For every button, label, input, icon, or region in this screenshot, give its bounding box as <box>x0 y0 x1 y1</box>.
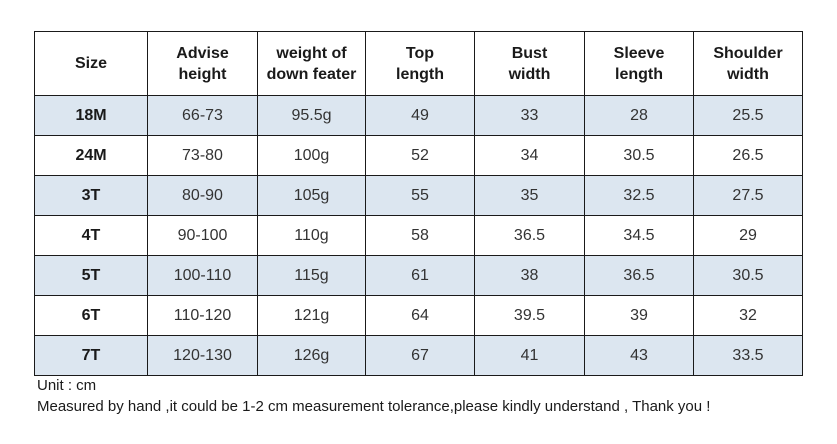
tolerance-note: Measured by hand ,it could be 1-2 cm mea… <box>37 398 711 415</box>
height-cell: 90-100 <box>147 215 258 256</box>
shoulder-width-cell: 25.5 <box>693 95 803 136</box>
header-size: Size <box>34 31 148 96</box>
header-advise-height: Advise height <box>147 31 258 96</box>
sleeve-length-cell: 30.5 <box>584 135 694 176</box>
table-row: 24M 73-80 100g 52 34 30.5 26.5 <box>34 135 803 176</box>
bust-width-cell: 41 <box>474 335 585 376</box>
header-down-weight: weight of down feater <box>257 31 366 96</box>
weight-cell: 110g <box>257 215 366 256</box>
shoulder-width-cell: 29 <box>693 215 803 256</box>
size-cell: 5T <box>34 255 148 296</box>
bust-width-cell: 38 <box>474 255 585 296</box>
table-body: 18M 66-73 95.5g 49 33 28 25.5 24M 73-80 100g 52 34 3… <box>34 95 803 376</box>
bust-width-cell: 33 <box>474 95 585 136</box>
height-cell: 110-120 <box>147 295 258 336</box>
height-cell: 120-130 <box>147 335 258 376</box>
table-row: 4T 90-100 110g 58 36.5 34.5 29 <box>34 215 803 256</box>
top-length-cell: 52 <box>365 135 475 176</box>
height-cell: 66-73 <box>147 95 258 136</box>
weight-cell: 121g <box>257 295 366 336</box>
weight-cell: 126g <box>257 335 366 376</box>
top-length-cell: 58 <box>365 215 475 256</box>
bust-width-cell: 39.5 <box>474 295 585 336</box>
shoulder-width-cell: 30.5 <box>693 255 803 296</box>
bust-width-cell: 36.5 <box>474 215 585 256</box>
header-row: Size Advise height weight of down feater T… <box>34 31 803 96</box>
top-length-cell: 67 <box>365 335 475 376</box>
size-cell: 3T <box>34 175 148 216</box>
size-cell: 24M <box>34 135 148 176</box>
sleeve-length-cell: 34.5 <box>584 215 694 256</box>
shoulder-width-cell: 26.5 <box>693 135 803 176</box>
size-cell: 18M <box>34 95 148 136</box>
weight-cell: 105g <box>257 175 366 216</box>
sleeve-length-cell: 32.5 <box>584 175 694 216</box>
table-row: 3T 80-90 105g 55 35 32.5 27.5 <box>34 175 803 216</box>
unit-note: Unit : cm <box>37 377 97 394</box>
sleeve-length-cell: 43 <box>584 335 694 376</box>
bust-width-cell: 35 <box>474 175 585 216</box>
size-cell: 6T <box>34 295 148 336</box>
header-shoulder-width: Shoulder width <box>693 31 803 96</box>
top-length-cell: 55 <box>365 175 475 216</box>
weight-cell: 115g <box>257 255 366 296</box>
table-row: 7T 120-130 126g 67 41 43 33.5 <box>34 335 803 376</box>
sleeve-length-cell: 28 <box>584 95 694 136</box>
height-cell: 73-80 <box>147 135 258 176</box>
top-length-cell: 61 <box>365 255 475 296</box>
shoulder-width-cell: 27.5 <box>693 175 803 216</box>
shoulder-width-cell: 32 <box>693 295 803 336</box>
size-chart-table: Size Advise height weight of down feater T… <box>34 31 803 376</box>
table-row: 5T 100-110 115g 61 38 36.5 30.5 <box>34 255 803 296</box>
header-sleeve-length: Sleeve length <box>584 31 694 96</box>
header-top-length: Top length <box>365 31 475 96</box>
weight-cell: 100g <box>257 135 366 176</box>
top-length-cell: 64 <box>365 295 475 336</box>
weight-cell: 95.5g <box>257 95 366 136</box>
sleeve-length-cell: 39 <box>584 295 694 336</box>
size-cell: 4T <box>34 215 148 256</box>
sleeve-length-cell: 36.5 <box>584 255 694 296</box>
size-cell: 7T <box>34 335 148 376</box>
header-bust-width: Bust width <box>474 31 585 96</box>
top-length-cell: 49 <box>365 95 475 136</box>
height-cell: 100-110 <box>147 255 258 296</box>
table-row: 6T 110-120 121g 64 39.5 39 32 <box>34 295 803 336</box>
height-cell: 80-90 <box>147 175 258 216</box>
shoulder-width-cell: 33.5 <box>693 335 803 376</box>
table-header: Size Advise height weight of down feater T… <box>34 31 803 96</box>
bust-width-cell: 34 <box>474 135 585 176</box>
table-row: 18M 66-73 95.5g 49 33 28 25.5 <box>34 95 803 136</box>
